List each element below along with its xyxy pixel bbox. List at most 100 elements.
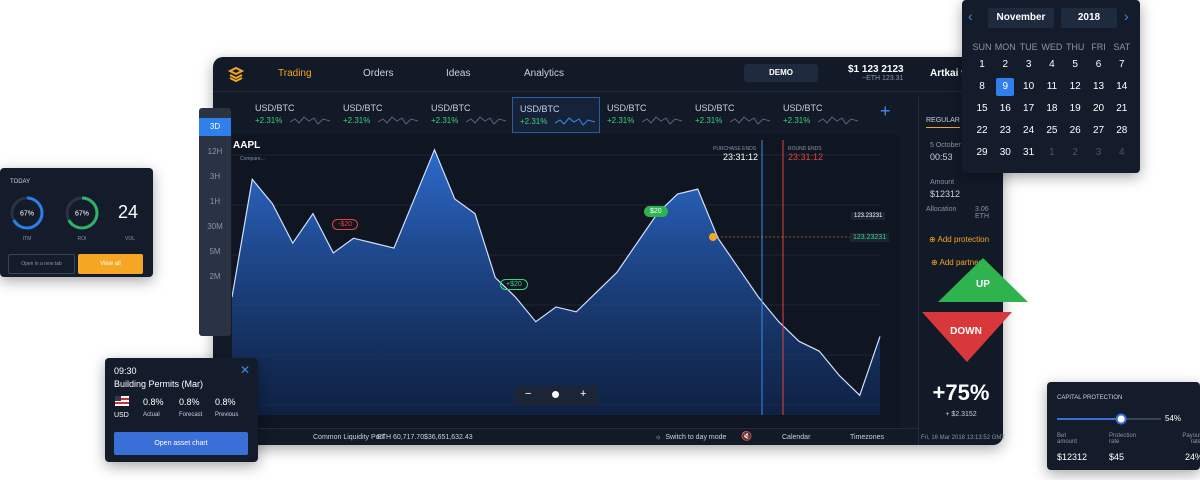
timeframe[interactable]: 3H [209, 172, 221, 181]
tab[interactable]: USD/BTC +2.31% [688, 97, 774, 131]
event-time: 09:30 [114, 366, 137, 376]
day[interactable]: 6 [1095, 59, 1102, 70]
day[interactable]: 4 [1049, 59, 1055, 70]
day-mode[interactable]: ☼ Switch to day mode [655, 434, 727, 441]
nav-item[interactable]: Trading [278, 68, 312, 79]
day[interactable]: 15 [976, 103, 988, 114]
day[interactable]: 27 [1092, 125, 1105, 136]
timeframe[interactable]: 30M [207, 222, 223, 231]
day-next-month[interactable]: 3 [1095, 147, 1102, 158]
tab-change: +2.31% [343, 116, 371, 125]
round-time: 23:31:12 [788, 152, 824, 162]
timeframe[interactable]: 1H [209, 197, 221, 206]
day[interactable]: 8 [979, 81, 985, 92]
zoom-reset[interactable] [552, 391, 559, 398]
event-stat-label: Actual [143, 412, 160, 418]
day[interactable]: 16 [999, 103, 1011, 114]
day[interactable]: 29 [976, 147, 988, 158]
day[interactable]: 5 [1072, 59, 1078, 70]
day[interactable]: 7 [1119, 59, 1125, 70]
tab[interactable]: USD/BTC +2.31% [248, 97, 334, 131]
add-tab[interactable]: + [880, 101, 891, 121]
next-month[interactable]: › [1124, 8, 1129, 24]
timezones-link[interactable]: Timezones [850, 434, 884, 441]
year[interactable]: 2018 [1061, 8, 1117, 28]
day[interactable]: 12 [1069, 81, 1081, 92]
bottom-divider [213, 428, 918, 429]
day[interactable]: 3 [1025, 59, 1032, 70]
day[interactable]: 21 [1116, 103, 1128, 114]
zoom-out[interactable]: − [525, 388, 532, 400]
nav-item[interactable]: Ideas [446, 68, 471, 79]
day[interactable]: 31 [1023, 147, 1035, 158]
tab[interactable]: USD/BTC +2.31% [512, 97, 600, 133]
add-partner[interactable]: ⊕ Add partner [931, 258, 982, 267]
compare[interactable]: Compare... [240, 156, 265, 162]
nav-item[interactable]: Analytics [524, 68, 565, 79]
close-event[interactable]: ✕ [240, 363, 251, 377]
day[interactable]: 25 [1046, 125, 1058, 136]
day[interactable]: 2 [1002, 59, 1009, 70]
tab-sparkline [818, 116, 858, 125]
day-next-month[interactable]: 4 [1119, 147, 1125, 158]
day[interactable]: 26 [1069, 125, 1081, 136]
tab-change: +2.31% [695, 116, 723, 125]
tab[interactable]: USD/BTC +2.31% [336, 97, 422, 131]
down-button[interactable] [922, 312, 1012, 362]
day[interactable]: 9 [996, 78, 1015, 96]
logo [228, 66, 244, 82]
amount: $12312 [930, 189, 961, 199]
bet-marker: +$20 [500, 279, 528, 290]
timeframe[interactable]: 2M [209, 272, 221, 281]
day-next-month[interactable]: 1 [1049, 147, 1055, 158]
tab-pair: USD/BTC [695, 103, 735, 113]
up-button[interactable] [938, 258, 1028, 302]
day[interactable]: 18 [1046, 103, 1058, 114]
balance: $1 123 2123 [848, 64, 904, 75]
tab-pair: USD/BTC [607, 103, 647, 113]
gauges: 67% 67% [10, 196, 99, 230]
nav-item[interactable]: Orders [363, 68, 394, 79]
slider[interactable] [1057, 413, 1161, 425]
day[interactable]: 14 [1116, 81, 1128, 92]
day[interactable]: 20 [1092, 103, 1105, 114]
day[interactable]: 22 [976, 125, 988, 136]
open-tab-button[interactable]: Open in a new tab [8, 254, 75, 274]
day[interactable]: 11 [1046, 81, 1058, 92]
day[interactable]: 1 [979, 59, 985, 70]
add-protection[interactable]: ⊕ Add protection [929, 235, 990, 244]
tab-sparkline [290, 116, 330, 125]
view-all-button[interactable]: View all [78, 254, 143, 274]
tab[interactable]: USD/BTC +2.31% [776, 97, 862, 131]
day[interactable]: 17 [1023, 103, 1035, 114]
prev-month[interactable]: ‹ [968, 8, 973, 24]
sparkline [290, 116, 330, 125]
tab[interactable]: USD/BTC +2.31% [424, 97, 510, 131]
tab-change: +2.31% [255, 116, 283, 125]
capital-stat-label: Bet amount [1057, 433, 1078, 445]
vol: 24 [118, 202, 139, 222]
day[interactable]: 28 [1116, 125, 1128, 136]
day[interactable]: 23 [999, 125, 1011, 136]
price-area [232, 149, 880, 416]
calendar-link[interactable]: Calendar [782, 434, 811, 441]
day[interactable]: 13 [1092, 81, 1105, 92]
gauge-label: 67% [75, 211, 89, 218]
sound-icon[interactable]: 🔇 [741, 431, 753, 441]
mode-tab[interactable]: REGULAR [926, 117, 960, 128]
open-asset-button[interactable]: Open asset chart [114, 432, 248, 455]
day[interactable]: 24 [1023, 125, 1035, 136]
up-label: UP [976, 279, 990, 290]
tab[interactable]: USD/BTC +2.31% [600, 97, 686, 131]
day[interactable]: 10 [1023, 81, 1035, 92]
demo-button[interactable]: DEMO [744, 64, 818, 82]
timeframe[interactable]: 3D [199, 118, 231, 136]
zoom-in[interactable]: + [580, 388, 587, 400]
timeframe[interactable]: 12H [207, 147, 223, 156]
timeframe[interactable]: 5M [209, 247, 221, 256]
event-stat-value: 0.8% [143, 397, 164, 407]
day[interactable]: 30 [999, 147, 1011, 158]
day[interactable]: 19 [1069, 103, 1081, 114]
day-next-month[interactable]: 2 [1072, 147, 1078, 158]
month[interactable]: November [988, 8, 1054, 28]
